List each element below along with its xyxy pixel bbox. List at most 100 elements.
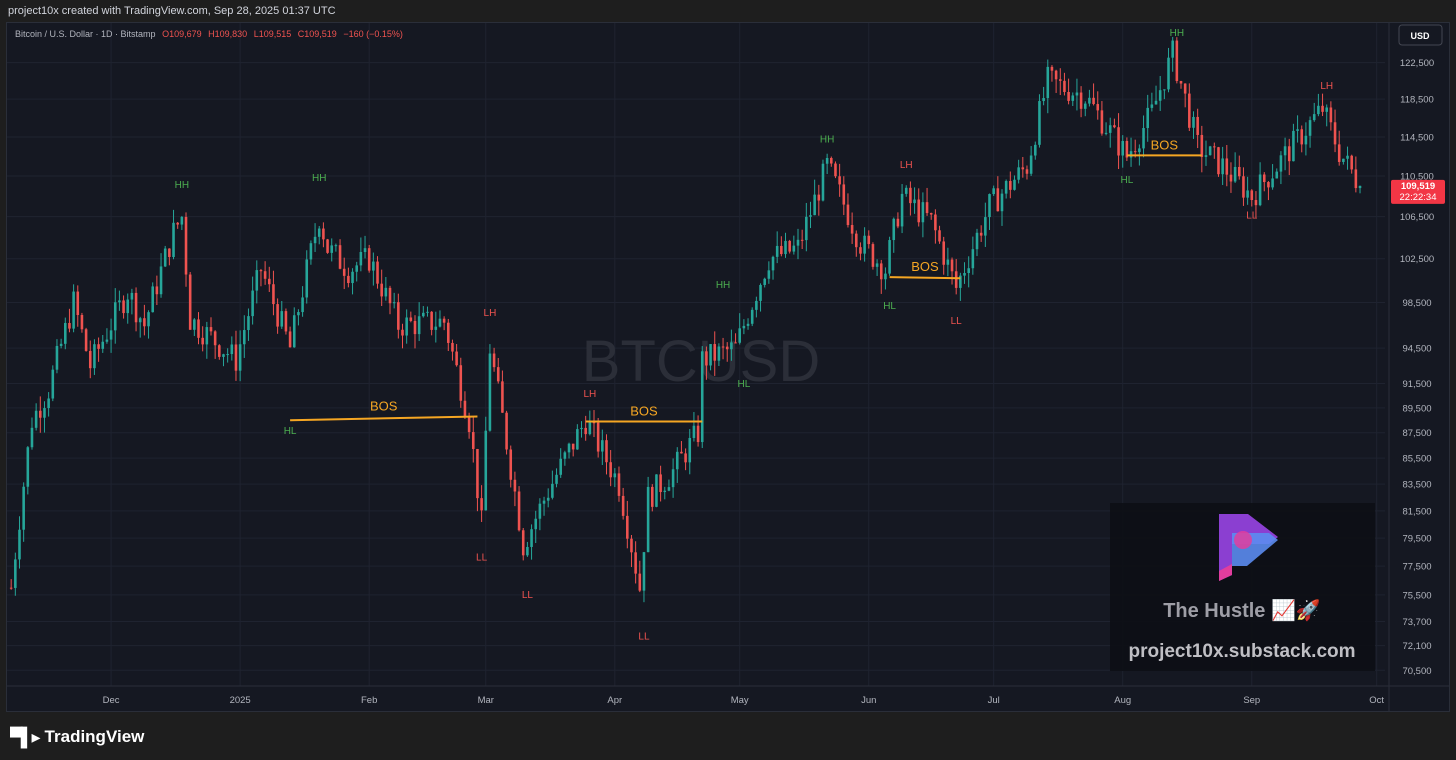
currency-button[interactable]: USD <box>1398 24 1443 46</box>
candle-body <box>118 300 121 303</box>
bos-label: BOS <box>911 259 939 274</box>
candle-body <box>272 284 275 305</box>
candle-body <box>609 462 612 478</box>
candle-body <box>588 422 592 435</box>
candle-body <box>226 354 229 356</box>
candle-body <box>1050 66 1054 71</box>
candle-body <box>39 410 42 418</box>
candle-body <box>859 247 862 254</box>
candle-body <box>301 297 304 313</box>
candle-body <box>130 292 134 300</box>
candle-body <box>1337 144 1341 162</box>
candle-body <box>921 202 925 223</box>
candle-body <box>405 317 408 336</box>
candle-body <box>409 317 413 321</box>
candle-body <box>1342 158 1345 162</box>
candle-body <box>892 218 896 241</box>
symbol-legend[interactable]: Bitcoin / U.S. Dollar · 1D · Bitstamp O1… <box>15 29 403 39</box>
candle-body <box>1092 97 1095 105</box>
candle-body <box>1217 147 1220 175</box>
candle-body <box>1117 127 1120 156</box>
candle-body <box>546 497 550 501</box>
price-axis[interactable]: 122,500 118,500 114,500 110,500 106,500 102,5… <box>1400 58 1434 677</box>
candle-body <box>1004 180 1008 194</box>
candle-body <box>505 412 508 450</box>
candle-body <box>459 365 463 401</box>
chart-frame[interactable]: BTCUSD BOS BOS BOS BOS HH HH HL LH LL LL LH LL HH HL… <box>6 22 1450 712</box>
x-tick-label: 2025 <box>230 695 251 706</box>
y-tick-label: 89,500 <box>1402 403 1431 414</box>
candle-body <box>263 271 267 279</box>
candle-body <box>1100 110 1104 134</box>
candle-body <box>492 353 496 368</box>
candle-body <box>388 287 392 304</box>
candle-body <box>738 328 742 343</box>
bos-label: BOS <box>370 398 398 413</box>
y-tick-label: 79,500 <box>1402 534 1431 545</box>
candle-body <box>1129 151 1133 158</box>
x-tick-label: Jul <box>988 695 1000 706</box>
candle-body <box>305 259 309 298</box>
candle-body <box>1333 122 1337 145</box>
candle-body <box>1321 105 1324 112</box>
candle-body <box>1296 129 1299 131</box>
candle-body <box>434 326 438 330</box>
candle-body <box>176 222 179 225</box>
y-tick-label: 83,500 <box>1402 480 1431 491</box>
candle-body <box>1204 155 1208 157</box>
candle-body <box>380 283 383 297</box>
candle-body <box>946 259 950 265</box>
candle-body <box>1017 167 1020 180</box>
candle-body <box>292 315 296 348</box>
chart-credit: project10x created with TradingView.com,… <box>8 5 336 17</box>
candle-body <box>667 487 671 491</box>
candle-body <box>688 437 692 463</box>
candle-body <box>1317 105 1320 115</box>
time-axis[interactable]: Dec 2025 Feb Mar Apr May Jun Jul Aug Sep Oct <box>103 695 1385 706</box>
candle-body <box>805 216 808 241</box>
candle-body <box>422 312 425 317</box>
ohlc-high: H109,830 <box>208 29 247 39</box>
tradingview-footer[interactable]: ▀▌▸ TradingView <box>10 724 144 750</box>
candle-body <box>338 245 342 269</box>
candle-body <box>122 300 125 314</box>
candle-body <box>480 498 483 511</box>
candle-body <box>900 193 904 227</box>
candle-body <box>950 259 954 272</box>
candle-body <box>447 322 450 343</box>
y-tick-label: 122,500 <box>1400 58 1434 69</box>
candle-body <box>1009 180 1012 190</box>
candle-body <box>1254 200 1258 206</box>
candle-body <box>1179 81 1183 84</box>
candle-body <box>734 342 737 344</box>
candle-body <box>759 284 762 301</box>
candle-body <box>355 265 358 272</box>
tradingview-logo-icon: ▀▌▸ <box>10 726 41 747</box>
candle-body <box>93 344 96 369</box>
candle-body <box>359 251 363 266</box>
candle-body <box>267 278 271 285</box>
candle-body <box>925 202 929 214</box>
candle-body <box>426 311 429 313</box>
candle-body <box>467 417 471 433</box>
candle-body <box>979 232 983 236</box>
candle-body <box>430 311 433 330</box>
candle-body <box>842 184 846 205</box>
candle-body <box>442 318 446 323</box>
candle-body <box>230 344 234 355</box>
candle-body <box>18 529 21 560</box>
candle-body <box>213 331 217 346</box>
candle-body <box>88 350 92 369</box>
bar-countdown: 22:22:34 <box>1400 192 1437 203</box>
candle-body <box>159 266 163 295</box>
x-tick-label: Jun <box>861 695 876 706</box>
candle-body <box>742 325 746 329</box>
candle-body <box>1279 155 1283 172</box>
candle-body <box>238 344 242 371</box>
candle-body <box>884 273 887 280</box>
candle-body <box>929 213 933 215</box>
ohlc-low: L109,515 <box>254 29 292 39</box>
y-tick-label: 75,500 <box>1402 590 1431 601</box>
candle-body <box>109 330 113 340</box>
